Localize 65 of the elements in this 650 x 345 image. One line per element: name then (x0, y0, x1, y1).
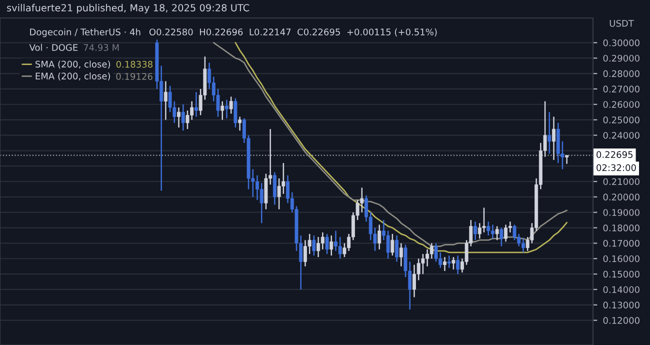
y-tick-label: 0.28000 (603, 70, 640, 78)
candlestick (164, 80, 168, 120)
y-tick-label: 0.21000 (603, 178, 640, 186)
candlestick (399, 242, 403, 267)
candlestick (447, 254, 451, 268)
y-tick-label: 0.15000 (603, 270, 640, 278)
y-tick-label: 0.16000 (603, 255, 640, 262)
candlestick (238, 116, 242, 132)
text: Dogecoin / TetherUS · 4h (30, 28, 140, 38)
candlestick (338, 236, 342, 260)
candlestick (272, 172, 276, 206)
y-tick-label: 0.14000 (603, 286, 640, 294)
legend-label: SMA (200, close) (36, 60, 110, 69)
y-axis-title: USDT (610, 20, 634, 27)
candlestick (220, 100, 224, 120)
candlestick (234, 98, 238, 128)
candlestick (316, 236, 320, 258)
candlestick (452, 256, 456, 270)
candlestick (443, 256, 446, 272)
candlestick (325, 233, 329, 255)
candlestick (430, 242, 434, 260)
y-tick-label: 0.13000 (603, 302, 640, 308)
candlestick (495, 226, 499, 241)
candlestick (552, 116, 556, 161)
text: 0.19126 (116, 73, 152, 80)
candlestick (225, 99, 228, 119)
candlestick (486, 220, 490, 236)
text: 74.93 M (84, 44, 119, 51)
y-tick-label: 0.27000 (603, 86, 640, 93)
candlestick (330, 234, 334, 256)
candlestick (474, 220, 478, 241)
candlestick (229, 96, 233, 114)
annotation: O0.22580 H0.22696 L0.22147 C0.22695 +0.00115 (+0.51%) (149, 28, 437, 36)
y-tick-label: 0.20000 (603, 194, 640, 200)
y-tick-label: 0.17000 (603, 240, 640, 247)
y-tick-label: 0.19000 (603, 209, 640, 216)
candlestick (548, 111, 552, 154)
candlestick (395, 234, 399, 262)
text: 02:32:00 (596, 164, 636, 172)
y-tick-label: 0.26000 (603, 101, 640, 108)
y-tick-label: 0.29000 (603, 54, 640, 62)
candlestick (181, 104, 185, 132)
y-tick-label: 0.30000 (603, 39, 640, 46)
candlestick (194, 91, 198, 118)
ref-line-label: 0.22695 (596, 151, 633, 158)
candlestick (490, 224, 494, 240)
candlestick (260, 182, 264, 224)
candlestick (456, 254, 460, 275)
candlestick (504, 224, 508, 242)
candlestick (378, 224, 382, 250)
text: Vol · DOGE (29, 44, 78, 51)
candlestick (390, 233, 394, 256)
candlestick (500, 227, 504, 247)
y-tick-label: 0.24000 (603, 132, 640, 139)
y-tick-label: 0.25000 (603, 116, 640, 124)
candlestick (434, 242, 438, 262)
candlestick (177, 106, 181, 128)
text: 0.18338 (116, 60, 152, 68)
candlestick (312, 234, 316, 256)
chart-subtitle: svillafuerte21 published, May 18, 2025 09:28 UTC (7, 4, 250, 14)
y-tick-label: 0.12000 (603, 317, 640, 324)
candlestick (565, 154, 569, 164)
y-tick-label: 0.18000 (603, 224, 640, 232)
legend-label: EMA (200, close) (36, 72, 110, 81)
candlestick (320, 232, 324, 250)
